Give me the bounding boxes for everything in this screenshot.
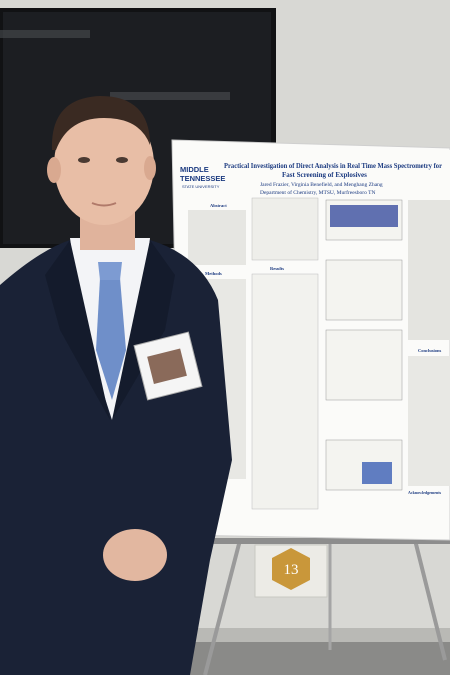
text-block [188,210,246,265]
text-block [408,356,450,486]
section-heading: Abstract [210,203,227,208]
section-heading: Methods [205,271,222,276]
easel-leg [413,539,447,661]
tie [96,278,126,400]
chromatogram-figure [325,329,403,401]
face [54,105,154,225]
badge-photo [147,348,187,384]
sign-number: 13 [284,562,299,578]
section-heading: Conclusions [418,348,442,353]
eye [116,157,128,163]
light-reflection [110,92,230,100]
line-figure [325,259,403,321]
hands [103,529,167,581]
poster-authors: Jared Frazier, Virginia Benefield, and M… [260,181,383,188]
baseboard [190,628,450,642]
figure-bars [330,205,398,227]
lapel [112,240,175,420]
hair [51,96,150,150]
tie-knot [98,262,122,280]
logo-line: MIDDLE [180,165,209,174]
logo-line: STATE UNIVERSITY [182,184,220,189]
ear [144,156,156,180]
results-table [251,273,319,510]
ear [47,157,61,183]
figure-bars [362,462,392,484]
easel-ledge [200,538,450,544]
poster-header [214,150,450,200]
poster-title: Fast Screening of Explosives [282,171,367,179]
lapel [45,240,110,420]
poster-department: Department of Chemistry, MTSU, Murfreesb… [260,189,376,196]
logo-line: TENNESSEE [180,174,225,183]
eye [78,157,90,163]
light-reflection [0,30,90,38]
sign-hexagon [272,548,310,590]
structure-figure [251,197,319,261]
section-heading: Acknowledgements [408,490,442,495]
mouth [91,202,117,207]
poster-title: Practical Investigation of Direct Analys… [224,162,442,170]
easel-leg [203,539,242,675]
table-block [408,200,450,340]
section-heading: Results [270,266,284,271]
